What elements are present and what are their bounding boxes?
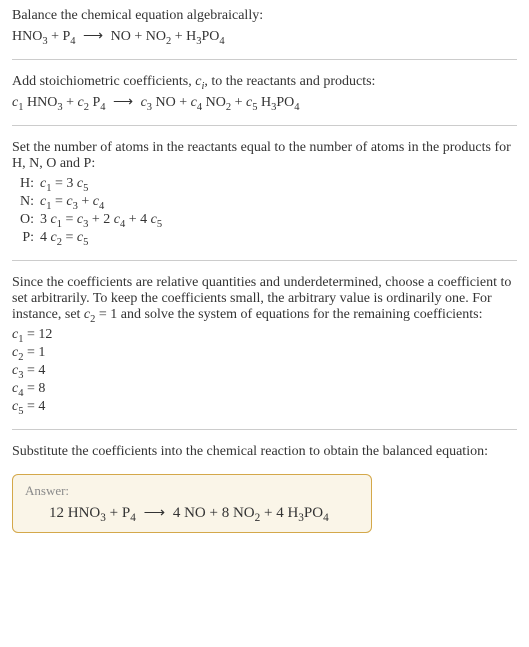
section-atom-equations: Set the number of atoms in the reactants… — [12, 140, 517, 246]
answer-label: Answer: — [25, 483, 359, 499]
atom-equations-table: H: c1 = 3 c5 N: c1 = c3 + c4 O: 3 c1 = c… — [12, 176, 517, 246]
substitute-intro: Substitute the coefficients into the che… — [12, 444, 517, 460]
section-stoich-intro: Add stoichiometric coefficients, ci, to … — [12, 74, 517, 111]
section-balance-intro: Balance the chemical equation algebraica… — [12, 8, 517, 45]
element-label: N: — [12, 194, 40, 210]
table-row: N: c1 = c3 + c4 — [12, 194, 517, 210]
element-equation: 3 c1 = c3 + 2 c4 + 4 c5 — [40, 212, 517, 228]
balance-intro-text: Balance the chemical equation algebraica… — [12, 8, 517, 24]
balanced-equation: 12 HNO3 + P4 ⟶ 4 NO + 8 NO2 + 4 H3PO4 — [25, 503, 359, 522]
coeff-row: c4 = 8 — [12, 381, 517, 397]
coeff-row: c2 = 1 — [12, 345, 517, 361]
element-equation: c1 = c3 + c4 — [40, 194, 517, 210]
divider — [12, 125, 517, 126]
coeff-row: c1 = 12 — [12, 327, 517, 343]
table-row: O: 3 c1 = c3 + 2 c4 + 4 c5 — [12, 212, 517, 228]
coeffs-list: c1 = 12 c2 = 1 c3 = 4 c4 = 8 c5 = 4 — [12, 327, 517, 415]
table-row: H: c1 = 3 c5 — [12, 176, 517, 192]
divider — [12, 429, 517, 430]
table-row: P: 4 c2 = c5 — [12, 230, 517, 246]
element-label: O: — [12, 212, 40, 228]
element-equation: 4 c2 = c5 — [40, 230, 517, 246]
atom-equations-intro: Set the number of atoms in the reactants… — [12, 140, 517, 172]
answer-box: Answer: 12 HNO3 + P4 ⟶ 4 NO + 8 NO2 + 4 … — [12, 474, 372, 533]
stoich-equation: c1 HNO3 + c2 P4 ⟶ c3 NO + c4 NO2 + c5 H3… — [12, 94, 517, 111]
coeff-row: c5 = 4 — [12, 399, 517, 415]
solve-coeffs-intro: Since the coefficients are relative quan… — [12, 275, 517, 323]
stoich-intro-text: Add stoichiometric coefficients, ci, to … — [12, 74, 517, 90]
unbalanced-equation: HNO3 + P4 ⟶ NO + NO2 + H3PO4 — [12, 28, 517, 45]
element-label: P: — [12, 230, 40, 246]
element-label: H: — [12, 176, 40, 192]
divider — [12, 260, 517, 261]
divider — [12, 59, 517, 60]
section-substitute: Substitute the coefficients into the che… — [12, 444, 517, 460]
coeff-row: c3 = 4 — [12, 363, 517, 379]
element-equation: c1 = 3 c5 — [40, 176, 517, 192]
section-solve-coeffs: Since the coefficients are relative quan… — [12, 275, 517, 415]
